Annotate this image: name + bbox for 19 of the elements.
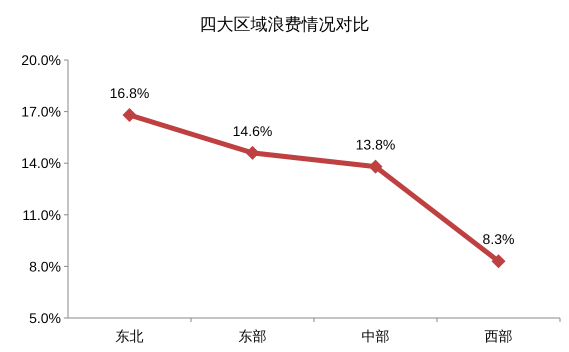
point: [492, 254, 506, 268]
y-tick-label: 11.0%: [22, 206, 61, 223]
data-label: 8.3%: [482, 231, 514, 248]
y-tick-label: 14.0%: [21, 155, 61, 172]
x-tick-label: 西部: [484, 328, 512, 344]
x-tick-label: 中部: [362, 328, 390, 344]
point: [368, 160, 382, 174]
chart-title: 四大区域浪费情况对比: [200, 15, 370, 35]
y-tick-label: 8.0%: [29, 258, 61, 274]
data-label: 14.6%: [232, 122, 272, 139]
x-tick-label: 东部: [238, 328, 266, 344]
point: [246, 146, 260, 160]
data-label: 13.8%: [356, 136, 396, 153]
point: [122, 108, 136, 122]
data-label: 16.8%: [110, 85, 150, 102]
y-tick-label: 20.0%: [21, 52, 61, 68]
y-tick-label: 5.0%: [29, 310, 61, 326]
y-tick-label: 17.0%: [21, 104, 61, 120]
x-tick-label: 东北: [116, 328, 144, 344]
